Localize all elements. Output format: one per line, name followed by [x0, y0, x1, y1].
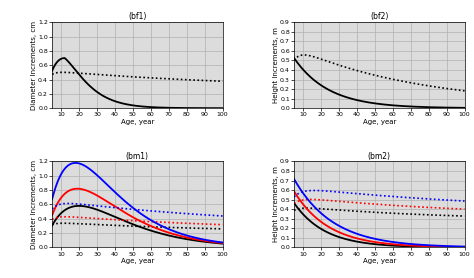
Title: (bm2): (bm2): [368, 152, 391, 161]
Y-axis label: Diameter Increments, cm: Diameter Increments, cm: [31, 160, 36, 249]
Y-axis label: Height Increments, m: Height Increments, m: [273, 27, 279, 103]
Title: (bf1): (bf1): [128, 13, 146, 21]
Y-axis label: Height Increments, m: Height Increments, m: [273, 167, 279, 242]
Title: (bf2): (bf2): [370, 13, 389, 21]
X-axis label: Age, year: Age, year: [363, 258, 396, 264]
X-axis label: Age, year: Age, year: [363, 119, 396, 125]
Y-axis label: Diameter Increments, cm: Diameter Increments, cm: [31, 21, 36, 110]
X-axis label: Age, year: Age, year: [121, 119, 154, 125]
Title: (bm1): (bm1): [126, 152, 149, 161]
X-axis label: Age, year: Age, year: [121, 258, 154, 264]
